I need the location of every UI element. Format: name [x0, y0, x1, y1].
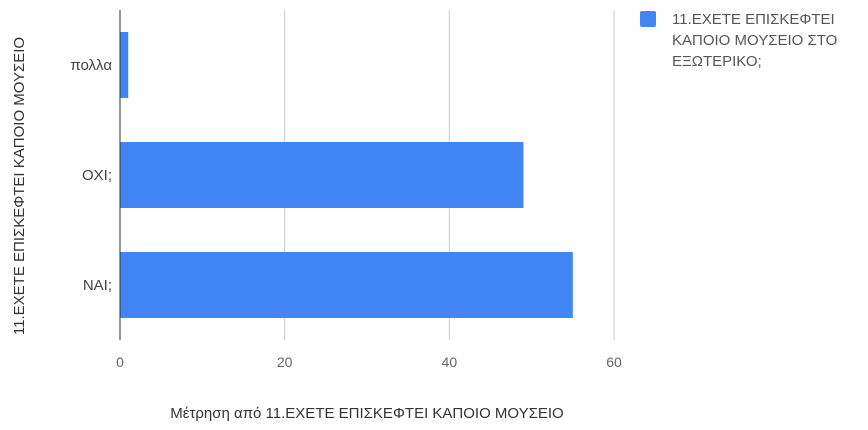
legend-line-1: 11.ΕΧΕΤΕ ΕΠΙΣΚΕΦΤΕΙ [672, 11, 835, 28]
category-label-1: πολλα [70, 57, 112, 74]
bars [120, 32, 573, 318]
x-axis-title: Μέτρηση από 11.ΕΧΕΤΕ ΕΠΙΣΚΕΦΤΕΙ ΚΑΠΟΙΟ Μ… [170, 405, 563, 422]
x-tick-label-0: 0 [116, 354, 124, 370]
x-tick-labels: 0 20 40 60 [116, 354, 622, 370]
y-axis-title: 11.ΕΧΕΤΕ ΕΠΙΣΚΕΦΤΕΙ ΚΑΠΟΙΟ ΜΟΥΣΕΙΟ [11, 37, 28, 335]
category-label-2: ΟΧΙ; [82, 167, 112, 184]
x-tick-label-20: 20 [277, 354, 293, 370]
category-labels: πολλα ΟΧΙ; ΝΑΙ; [70, 57, 112, 294]
legend-swatch [640, 11, 656, 27]
bar-1 [120, 32, 129, 98]
legend-line-2: ΚΑΠΟΙΟ ΜΟΥΣΕΙΟ ΣΤΟ [672, 32, 837, 49]
bar-2 [120, 142, 524, 208]
category-label-3: ΝΑΙ; [83, 277, 112, 294]
x-tick-label-60: 60 [606, 354, 622, 370]
bar-3 [120, 252, 573, 318]
x-tick-label-40: 40 [442, 354, 458, 370]
legend-label: 11.ΕΧΕΤΕ ΕΠΙΣΚΕΦΤΕΙ ΚΑΠΟΙΟ ΜΟΥΣΕΙΟ ΣΤΟ ΕΞΩ… [672, 11, 837, 70]
legend: 11.ΕΧΕΤΕ ΕΠΙΣΚΕΦΤΕΙ ΚΑΠΟΙΟ ΜΟΥΣΕΙΟ ΣΤΟ ΕΞΩ… [640, 11, 837, 70]
legend-line-3: ΕΞΩΤΕΡΙΚΟ; [672, 53, 762, 70]
